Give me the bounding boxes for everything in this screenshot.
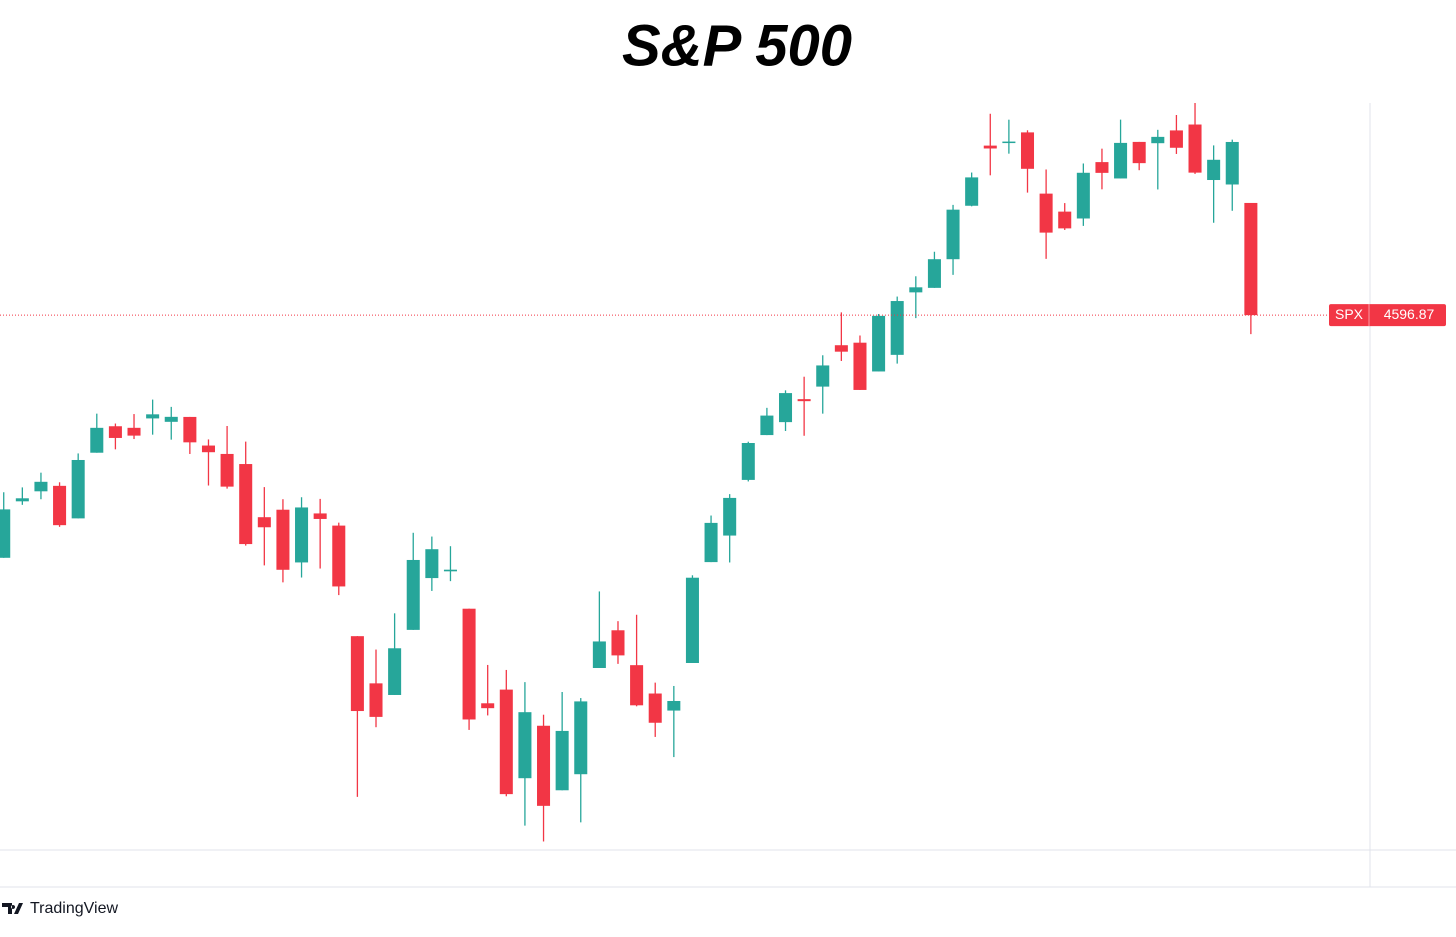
candle-body bbox=[1132, 141, 1146, 164]
logo: TradingView bbox=[2, 900, 118, 917]
candle-body bbox=[425, 549, 439, 579]
candle-body bbox=[1207, 159, 1221, 181]
candle-body bbox=[1225, 141, 1239, 185]
last-price-tag bbox=[1329, 304, 1446, 327]
candle-body bbox=[537, 725, 551, 806]
candle-body bbox=[239, 464, 253, 545]
candle-body bbox=[108, 426, 122, 438]
candle-body bbox=[201, 445, 215, 453]
candle-body bbox=[369, 683, 383, 717]
candle-body bbox=[164, 416, 178, 422]
candle-body bbox=[834, 345, 848, 352]
candle-body bbox=[90, 427, 104, 453]
candle-body bbox=[313, 513, 327, 519]
candle-body bbox=[1114, 142, 1128, 179]
candle-body bbox=[574, 701, 588, 775]
candle-body bbox=[555, 730, 569, 791]
candle-body bbox=[890, 301, 904, 355]
candle-body bbox=[946, 209, 960, 260]
candle-body bbox=[15, 498, 29, 502]
candle-body bbox=[1095, 162, 1109, 173]
candle-body bbox=[388, 648, 402, 695]
candle-body bbox=[481, 703, 495, 709]
candle-body bbox=[592, 641, 606, 668]
candle-body bbox=[723, 497, 737, 536]
candle-body bbox=[1076, 172, 1090, 219]
candle-body bbox=[127, 427, 141, 436]
candle-body bbox=[983, 145, 997, 149]
candle-body bbox=[667, 700, 681, 711]
source: TradingView bbox=[30, 900, 118, 917]
candle-body bbox=[1039, 193, 1053, 233]
candle-body bbox=[1020, 132, 1035, 169]
last-price-value: 4596.87 bbox=[1384, 306, 1435, 322]
candle-body bbox=[518, 712, 532, 779]
candle-body bbox=[1151, 136, 1165, 144]
candle-body bbox=[853, 342, 867, 390]
candle-body bbox=[872, 315, 886, 372]
candle-body bbox=[146, 414, 160, 419]
candle-body bbox=[34, 481, 48, 492]
candle-body bbox=[257, 517, 271, 528]
candle-body bbox=[760, 415, 774, 436]
candle-body bbox=[443, 569, 457, 572]
candle-body bbox=[183, 416, 197, 443]
last-price-name: SPX bbox=[1335, 306, 1364, 322]
candle-body bbox=[276, 509, 290, 570]
candle-body bbox=[462, 608, 476, 720]
candle-body bbox=[1169, 130, 1183, 148]
candle-body bbox=[499, 689, 513, 795]
candle-body bbox=[611, 630, 625, 656]
candle-body bbox=[1188, 124, 1202, 173]
candle-body bbox=[909, 287, 923, 293]
candle-body bbox=[648, 693, 662, 723]
candle-body bbox=[741, 443, 755, 480]
candle-body bbox=[704, 522, 718, 563]
candle-body bbox=[53, 485, 67, 526]
candle-body bbox=[685, 577, 699, 663]
candle-body bbox=[816, 365, 830, 387]
candle-body bbox=[630, 665, 644, 706]
candle-body bbox=[406, 559, 420, 630]
chart-title: S&P 500 bbox=[622, 13, 852, 78]
candle-body bbox=[332, 525, 346, 587]
candle-body bbox=[1058, 211, 1072, 229]
candle-body bbox=[1002, 141, 1016, 144]
candle-body bbox=[965, 177, 979, 206]
candle-body bbox=[927, 259, 941, 288]
candle-body bbox=[0, 509, 11, 558]
candle-body bbox=[1244, 202, 1258, 316]
candle-body bbox=[71, 459, 85, 519]
candle-body bbox=[220, 453, 234, 487]
candle-body bbox=[797, 399, 811, 402]
candle-body bbox=[295, 507, 309, 563]
candle-body bbox=[779, 393, 793, 423]
candle-body bbox=[350, 636, 364, 712]
